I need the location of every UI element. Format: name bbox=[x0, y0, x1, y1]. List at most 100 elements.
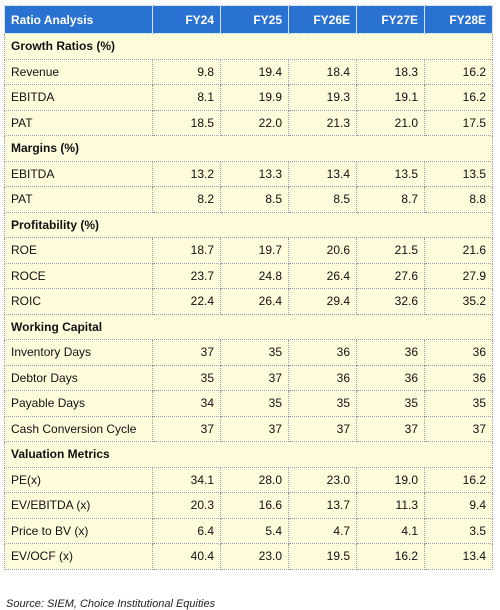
row-label: ROIC bbox=[4, 288, 153, 315]
data-row: PAT 18.5 22.0 21.3 21.0 17.5 bbox=[4, 109, 493, 136]
source-note: Source: SIEM, Choice Institutional Equit… bbox=[6, 598, 216, 610]
section-row: Valuation Metrics bbox=[4, 441, 493, 468]
data-row: ROCE 23.7 24.8 26.4 27.6 27.9 bbox=[4, 262, 493, 289]
cell-value: 19.3 bbox=[288, 84, 357, 111]
cell-value: 13.3 bbox=[220, 160, 289, 187]
cell-value: 36 bbox=[288, 339, 357, 366]
cell-value: 23.7 bbox=[152, 262, 221, 289]
data-row: Payable Days 34 35 35 35 35 bbox=[4, 390, 493, 417]
cell-value: 19.5 bbox=[288, 543, 357, 570]
cell-value: 13.4 bbox=[424, 543, 493, 570]
section-title: Working Capital bbox=[4, 313, 493, 340]
cell-value: 20.3 bbox=[152, 492, 221, 519]
row-label: Price to BV (x) bbox=[4, 517, 153, 544]
cell-value: 8.2 bbox=[152, 186, 221, 213]
cell-value: 37 bbox=[220, 415, 289, 442]
cell-value: 16.2 bbox=[356, 543, 425, 570]
table-header: Ratio Analysis FY24 FY25 FY26E FY27E FY28E bbox=[4, 5, 493, 34]
cell-value: 36 bbox=[356, 339, 425, 366]
section-row: Growth Ratios (%) bbox=[4, 33, 493, 60]
data-row: EBITDA 13.2 13.3 13.4 13.5 13.5 bbox=[4, 160, 493, 187]
cell-value: 18.7 bbox=[152, 237, 221, 264]
data-row: EV/OCF (x) 40.4 23.0 19.5 16.2 13.4 bbox=[4, 543, 493, 570]
cell-value: 35 bbox=[152, 364, 221, 391]
row-label: PAT bbox=[4, 109, 153, 136]
cell-value: 19.7 bbox=[220, 237, 289, 264]
row-label: ROCE bbox=[4, 262, 153, 289]
row-label: EV/EBITDA (x) bbox=[4, 492, 153, 519]
cell-value: 36 bbox=[424, 364, 493, 391]
table-body: Growth Ratios (%) Revenue 9.8 19.4 18.4 18.3 1… bbox=[4, 33, 493, 570]
cell-value: 24.8 bbox=[220, 262, 289, 289]
column-header: FY28E bbox=[424, 5, 493, 34]
cell-value: 27.6 bbox=[356, 262, 425, 289]
data-row: EBITDA 8.1 19.9 19.3 19.1 16.2 bbox=[4, 84, 493, 111]
cell-value: 37 bbox=[424, 415, 493, 442]
cell-value: 18.4 bbox=[288, 58, 357, 85]
row-label: Payable Days bbox=[4, 390, 153, 417]
cell-value: 13.2 bbox=[152, 160, 221, 187]
section-row: Margins (%) bbox=[4, 135, 493, 162]
cell-value: 21.6 bbox=[424, 237, 493, 264]
cell-value: 16.2 bbox=[424, 58, 493, 85]
cell-value: 16.2 bbox=[424, 84, 493, 111]
cell-value: 29.4 bbox=[288, 288, 357, 315]
cell-value: 35 bbox=[220, 390, 289, 417]
row-label: ROE bbox=[4, 237, 153, 264]
cell-value: 23.0 bbox=[288, 466, 357, 493]
section-title: Valuation Metrics bbox=[4, 441, 493, 468]
header-title: Ratio Analysis bbox=[4, 5, 153, 34]
cell-value: 32.6 bbox=[356, 288, 425, 315]
cell-value: 19.4 bbox=[220, 58, 289, 85]
row-label: EBITDA bbox=[4, 160, 153, 187]
column-header: FY24 bbox=[152, 5, 221, 34]
cell-value: 3.5 bbox=[424, 517, 493, 544]
cell-value: 8.1 bbox=[152, 84, 221, 111]
cell-value: 35.2 bbox=[424, 288, 493, 315]
cell-value: 18.5 bbox=[152, 109, 221, 136]
data-row: Price to BV (x) 6.4 5.4 4.7 4.1 3.5 bbox=[4, 517, 493, 544]
cell-value: 36 bbox=[424, 339, 493, 366]
cell-value: 35 bbox=[288, 390, 357, 417]
cell-value: 8.5 bbox=[220, 186, 289, 213]
cell-value: 28.0 bbox=[220, 466, 289, 493]
cell-value: 17.5 bbox=[424, 109, 493, 136]
cell-value: 37 bbox=[152, 339, 221, 366]
data-row: PAT 8.2 8.5 8.5 8.7 8.8 bbox=[4, 186, 493, 213]
cell-value: 5.4 bbox=[220, 517, 289, 544]
cell-value: 37 bbox=[288, 415, 357, 442]
cell-value: 21.3 bbox=[288, 109, 357, 136]
cell-value: 35 bbox=[424, 390, 493, 417]
row-label: EV/OCF (x) bbox=[4, 543, 153, 570]
header-row: Ratio Analysis FY24 FY25 FY26E FY27E FY28E bbox=[4, 5, 493, 34]
cell-value: 13.7 bbox=[288, 492, 357, 519]
cell-value: 37 bbox=[220, 364, 289, 391]
cell-value: 4.7 bbox=[288, 517, 357, 544]
section-title: Profitability (%) bbox=[4, 211, 493, 238]
cell-value: 34 bbox=[152, 390, 221, 417]
cell-value: 19.0 bbox=[356, 466, 425, 493]
cell-value: 9.4 bbox=[424, 492, 493, 519]
cell-value: 20.6 bbox=[288, 237, 357, 264]
cell-value: 4.1 bbox=[356, 517, 425, 544]
row-label: Inventory Days bbox=[4, 339, 153, 366]
cell-value: 9.8 bbox=[152, 58, 221, 85]
cell-value: 19.9 bbox=[220, 84, 289, 111]
cell-value: 21.5 bbox=[356, 237, 425, 264]
row-label: PE(x) bbox=[4, 466, 153, 493]
cell-value: 23.0 bbox=[220, 543, 289, 570]
cell-value: 21.0 bbox=[356, 109, 425, 136]
data-row: Inventory Days 37 35 36 36 36 bbox=[4, 339, 493, 366]
row-label: EBITDA bbox=[4, 84, 153, 111]
section-row: Profitability (%) bbox=[4, 211, 493, 238]
cell-value: 27.9 bbox=[424, 262, 493, 289]
data-row: EV/EBITDA (x) 20.3 16.6 13.7 11.3 9.4 bbox=[4, 492, 493, 519]
section-row: Working Capital bbox=[4, 313, 493, 340]
data-row: Revenue 9.8 19.4 18.4 18.3 16.2 bbox=[4, 58, 493, 85]
data-row: ROE 18.7 19.7 20.6 21.5 21.6 bbox=[4, 237, 493, 264]
cell-value: 22.0 bbox=[220, 109, 289, 136]
cell-value: 36 bbox=[356, 364, 425, 391]
cell-value: 8.5 bbox=[288, 186, 357, 213]
cell-value: 16.2 bbox=[424, 466, 493, 493]
